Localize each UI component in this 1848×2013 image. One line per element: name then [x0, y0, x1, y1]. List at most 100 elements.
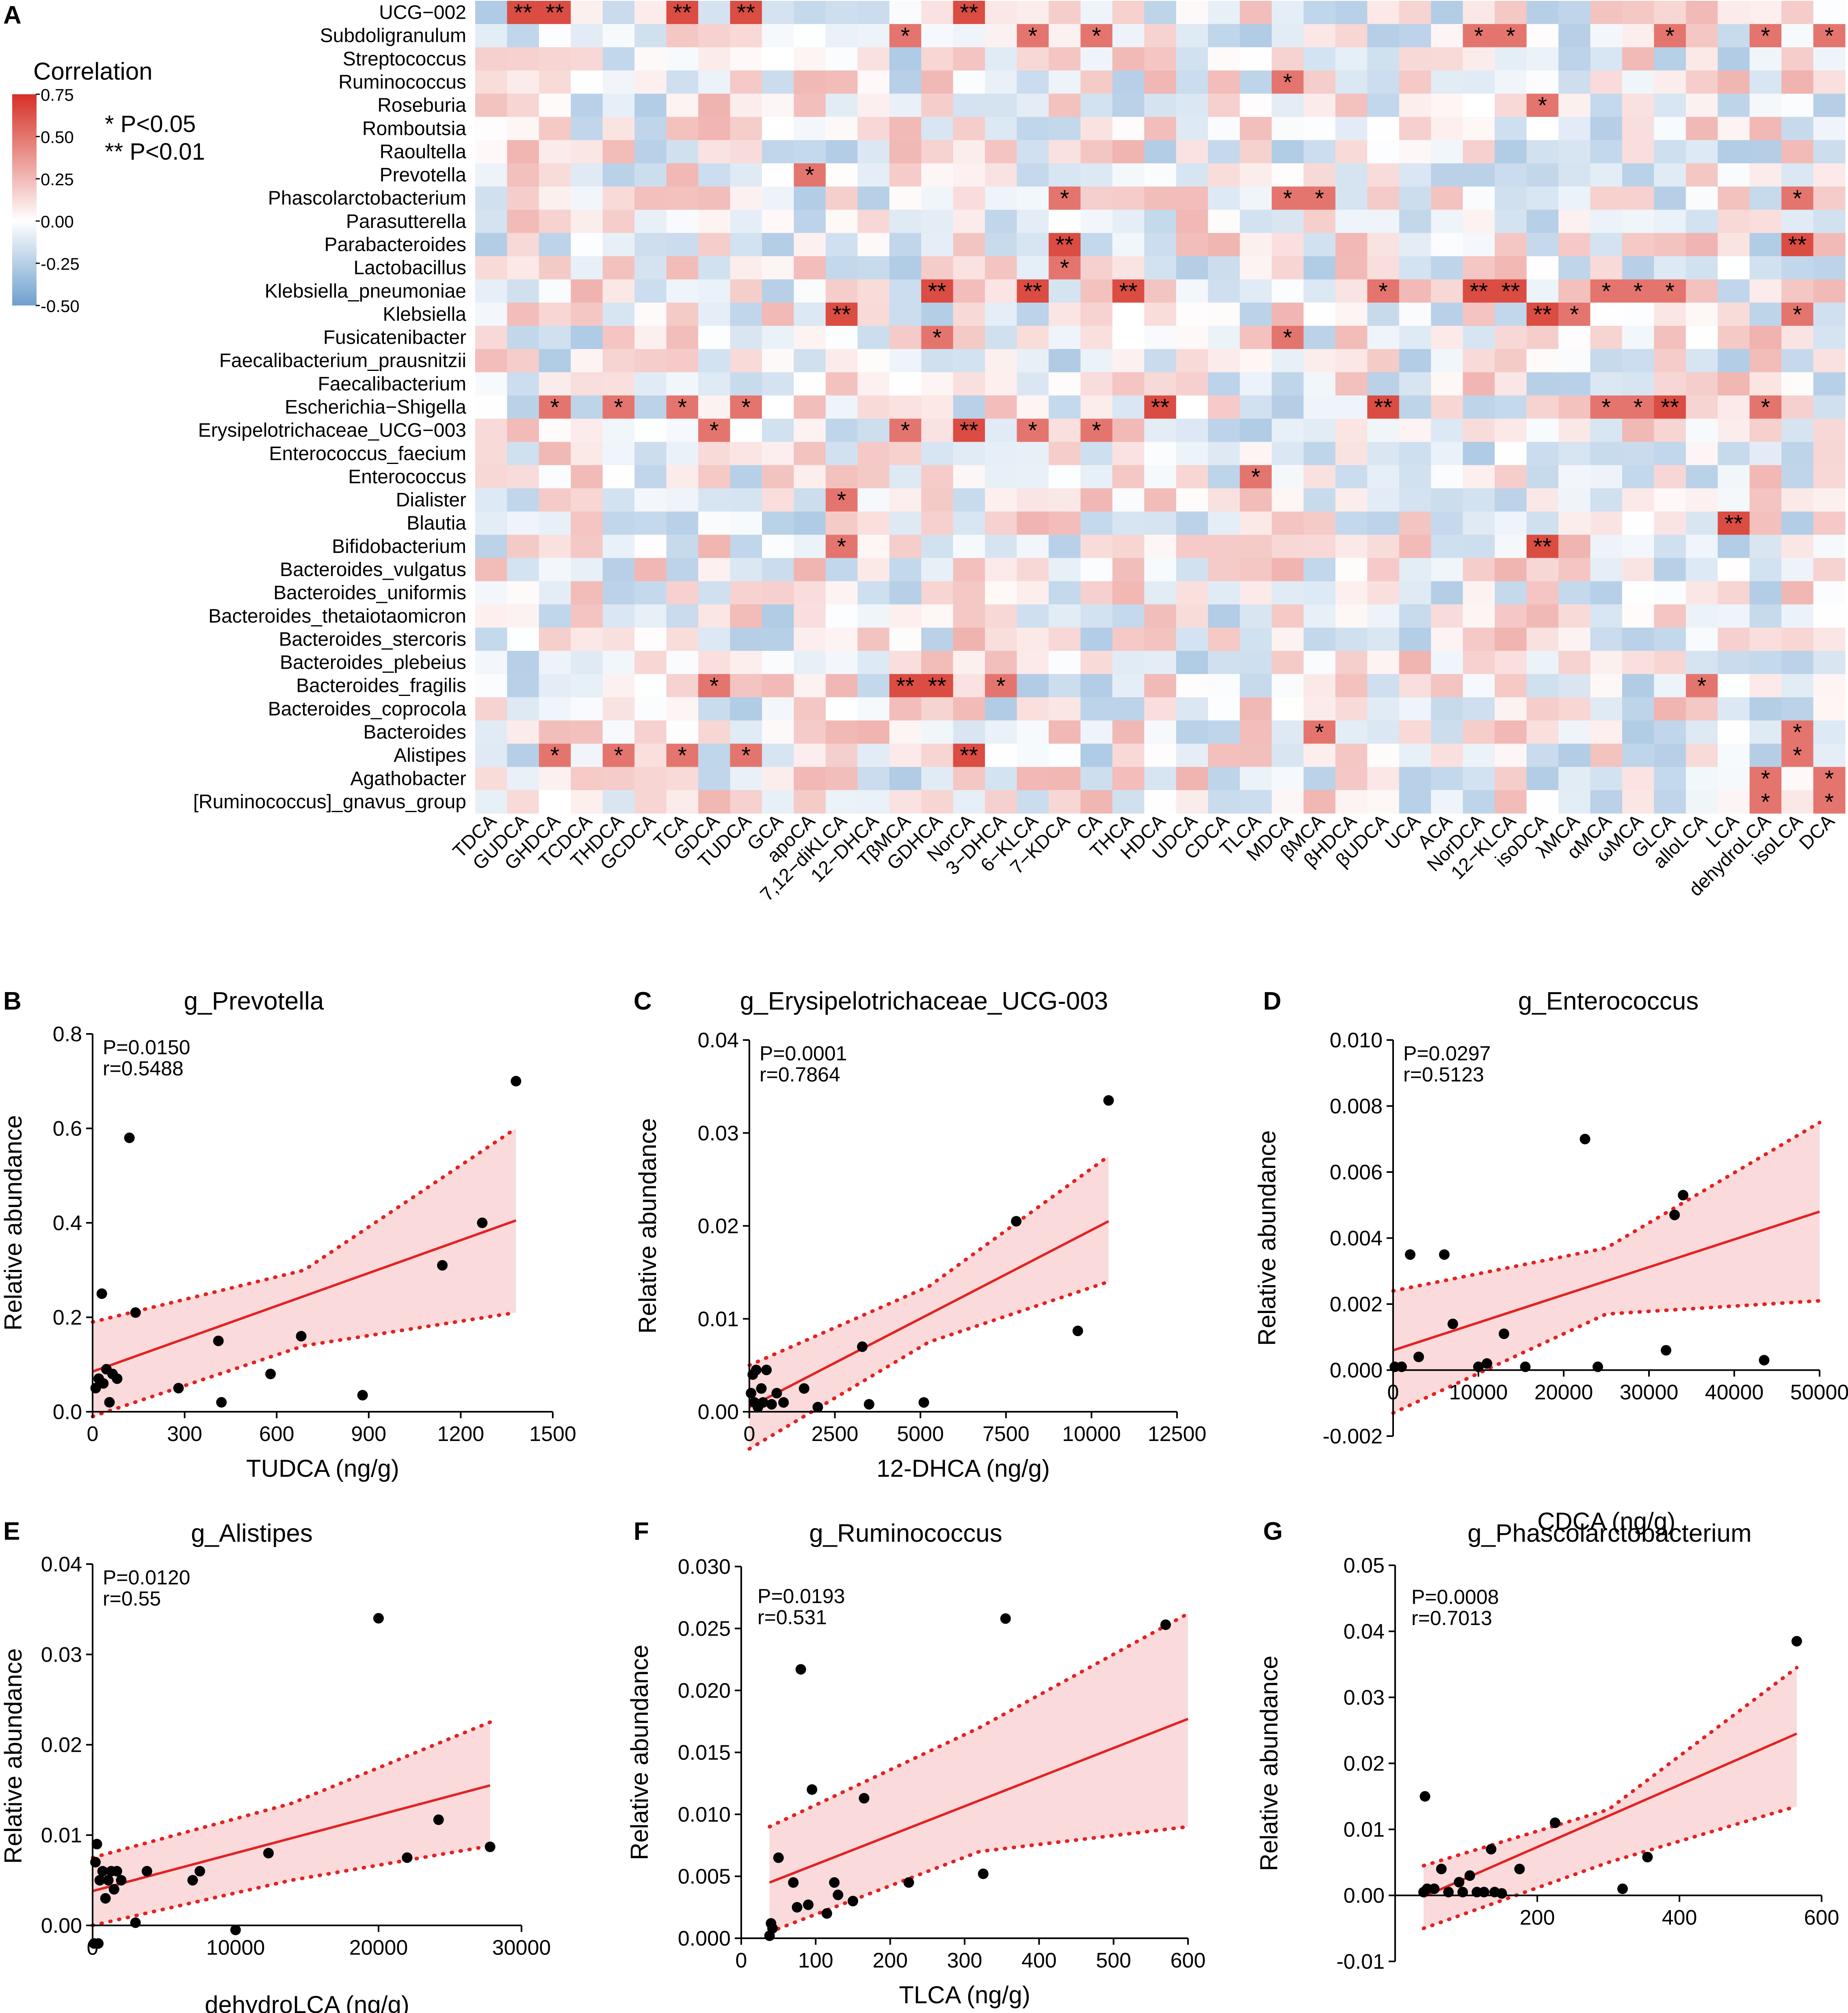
heatmap-cell [666, 697, 699, 721]
heatmap-cell [539, 279, 571, 303]
heatmap-cell [1112, 511, 1145, 535]
heatmap-cell [730, 256, 762, 280]
heatmap-cell [794, 186, 826, 210]
heatmap-cell [1718, 627, 1750, 651]
data-point [1473, 1361, 1484, 1372]
heatmap-cell [953, 1, 985, 24]
ci-lower-line [91, 1311, 518, 1419]
heatmap-cell [1781, 47, 1814, 71]
significance-mark: * [1378, 278, 1388, 305]
heatmap-cell [1558, 47, 1591, 71]
heatmap-cell [1272, 233, 1304, 257]
heatmap-cell [1048, 47, 1081, 71]
heatmap-cell [1080, 558, 1113, 582]
heatmap-cell [857, 720, 890, 744]
heatmap-cell [475, 140, 508, 164]
heatmap-cell [1335, 24, 1368, 48]
heatmap-cell [1017, 140, 1049, 164]
heatmap-cell [1749, 302, 1782, 326]
x-tick-label: 0 [736, 1949, 747, 1972]
heatmap-cell [475, 581, 508, 605]
heatmap-cell [698, 418, 731, 442]
heatmap-cell [1749, 349, 1782, 373]
heatmap-cell [857, 790, 890, 814]
heatmap-cell [1112, 604, 1145, 628]
heatmap-cell [634, 117, 667, 141]
heatmap-cell [666, 349, 699, 373]
heatmap-cell [921, 581, 954, 605]
heatmap-cell [602, 372, 635, 396]
significance-mark: * [901, 418, 910, 444]
heatmap-cell [1048, 535, 1081, 559]
heatmap-cell [857, 743, 890, 767]
heatmap-cell [921, 1, 954, 24]
x-tick-label: 0 [87, 1422, 99, 1446]
heatmap-cell [1240, 743, 1272, 767]
heatmap-cell [953, 117, 985, 141]
heatmap-cell [1335, 418, 1368, 442]
heatmap-cell [1781, 651, 1814, 674]
heatmap-cell [1208, 326, 1240, 349]
heatmap-cell [539, 47, 571, 71]
heatmap-cell [1112, 465, 1145, 489]
heatmap-cell [1686, 372, 1718, 396]
heatmap-cell [1622, 302, 1654, 326]
p-value-label: P=0.0120 [103, 1566, 190, 1589]
heatmap-cell [1495, 488, 1527, 512]
heatmap-cell [1080, 186, 1113, 210]
heatmap-cell [1367, 418, 1400, 442]
heatmap-cell [1431, 93, 1463, 117]
heatmap-cell [539, 442, 571, 466]
heatmap-cell [602, 326, 635, 349]
heatmap-cell [666, 70, 699, 94]
heatmap-cell [1654, 418, 1686, 442]
heatmap-cell [666, 24, 699, 48]
heatmap-cell [857, 372, 890, 396]
heatmap-cell [1749, 558, 1782, 582]
heatmap-cell [1431, 302, 1463, 326]
heatmap-cell [1463, 511, 1495, 535]
heatmap-cell [1080, 743, 1113, 767]
significance-mark: * [1824, 766, 1834, 792]
heatmap-cell [539, 326, 571, 349]
heatmap-cell [1176, 697, 1208, 721]
y-tick-label: 0.006 [1330, 1161, 1383, 1184]
heatmap-cell [730, 488, 762, 512]
heatmap-cell [1176, 372, 1208, 396]
x-tick-label: 600 [259, 1422, 294, 1446]
significance-mark: ** [960, 743, 978, 769]
significance-mark: ** [737, 0, 755, 26]
significance-mark: * [1092, 418, 1101, 444]
heatmap-cell [1526, 47, 1559, 71]
heatmap-cell [1590, 47, 1623, 71]
heatmap-cell [1622, 93, 1654, 117]
legend-sig-2: ** P<0.01 [105, 139, 205, 165]
heatmap-cell [666, 627, 699, 651]
chart-title: g_Prevotella [184, 987, 324, 1015]
heatmap-cell [1495, 395, 1527, 419]
heatmap-cell [1495, 651, 1527, 674]
y-axis-label: Relative abundance [1253, 1130, 1281, 1346]
row-label: Bacteroides_plebeius [280, 652, 466, 674]
x-tick-label: 500 [1096, 1949, 1131, 1972]
heatmap-cell [1718, 70, 1750, 94]
heatmap-cell [1112, 70, 1145, 94]
data-point [1791, 1636, 1802, 1647]
heatmap-cell [539, 24, 571, 48]
heatmap-cell [1558, 488, 1591, 512]
heatmap-cell [634, 210, 667, 234]
heatmap-cell [985, 279, 1017, 303]
heatmap-cell [1303, 349, 1336, 373]
heatmap-cell [634, 674, 667, 698]
heatmap-cell [539, 535, 571, 559]
panel-label-g: G [1263, 1517, 1283, 1545]
significance-mark: ** [1056, 232, 1074, 258]
heatmap-cell [1718, 256, 1750, 280]
significance-mark: * [614, 394, 623, 421]
data-point [829, 1877, 840, 1888]
heatmap-cell [730, 767, 762, 791]
heatmap-cell [921, 395, 954, 419]
heatmap-cell [1654, 233, 1686, 257]
heatmap-cell [889, 163, 922, 187]
heatmap-cell [1335, 790, 1368, 814]
